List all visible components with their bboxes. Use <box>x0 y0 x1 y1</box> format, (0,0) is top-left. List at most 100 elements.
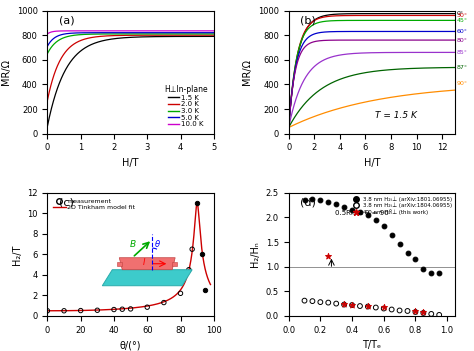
Point <box>340 302 348 307</box>
X-axis label: H/T: H/T <box>122 158 139 168</box>
Point <box>348 207 356 213</box>
3.0 K <box>207 32 213 36</box>
Point <box>127 306 135 312</box>
Point <box>411 308 419 314</box>
Text: 45°: 45° <box>457 18 468 23</box>
Point <box>396 242 403 247</box>
Point <box>348 302 356 308</box>
Text: T = 1.5 K: T = 1.5 K <box>375 111 417 120</box>
2.0 K <box>181 33 187 37</box>
Point <box>340 204 348 209</box>
Y-axis label: H₂/Hₙ: H₂/Hₙ <box>250 241 260 267</box>
Y-axis label: MR/Ω: MR/Ω <box>242 59 252 85</box>
Point <box>428 270 435 276</box>
Point <box>428 311 435 317</box>
5.0 K <box>181 31 187 35</box>
5.0 K <box>144 31 149 35</box>
2.0 K <box>207 33 213 37</box>
1.5 K <box>125 35 130 40</box>
Point <box>93 307 101 313</box>
Point <box>372 217 380 223</box>
Point <box>44 308 51 313</box>
3.0 K <box>124 32 129 36</box>
1.5 K <box>207 34 213 39</box>
Line: 2.0 K: 2.0 K <box>47 35 214 100</box>
3.0 K <box>125 32 130 36</box>
10.0 K <box>207 29 213 33</box>
Point <box>301 298 308 304</box>
Point <box>356 210 364 215</box>
5.0 K <box>125 31 130 35</box>
Text: 0°: 0° <box>457 11 464 16</box>
2.0 K <box>144 33 149 37</box>
5.0 K <box>124 31 129 35</box>
2.0 K <box>135 33 140 37</box>
X-axis label: T/Tₑ: T/Tₑ <box>362 340 382 350</box>
Text: 85°: 85° <box>457 50 467 55</box>
Point <box>177 291 184 296</box>
Text: 60°: 60° <box>457 29 467 34</box>
Point <box>348 302 356 308</box>
3.0 K <box>181 32 187 36</box>
1.5 K <box>135 35 140 39</box>
Point <box>411 257 419 262</box>
10.0 K <box>181 29 187 33</box>
Point <box>364 304 372 309</box>
Legend: 3.8 nm H₂ₜ⊥ (arXiv:1801.06955), 3.8 nm H₂ₜ⊥ (arXiv:1804.06955), 4.0 nm H₂ₜ⊥ (thi: 3.8 nm H₂ₜ⊥ (arXiv:1801.06955), 3.8 nm H… <box>350 196 452 215</box>
1.5 K <box>181 34 187 39</box>
Text: 0.5Rₙ at θ = 90°: 0.5Rₙ at θ = 90° <box>335 210 392 216</box>
5.0 K <box>135 31 140 35</box>
Point <box>77 308 84 313</box>
Point <box>317 299 324 305</box>
Text: 30°: 30° <box>457 13 468 18</box>
5.0 K <box>211 31 217 35</box>
10.0 K <box>124 29 129 33</box>
Point <box>325 300 332 305</box>
Text: (a): (a) <box>59 15 75 26</box>
Point <box>419 266 427 272</box>
Point <box>118 306 126 312</box>
2.0 K <box>45 98 50 102</box>
Point <box>380 306 388 311</box>
Point <box>404 250 411 256</box>
Text: (c): (c) <box>59 198 74 208</box>
Line: 10.0 K: 10.0 K <box>47 31 214 34</box>
10.0 K <box>144 29 149 33</box>
Point <box>388 232 395 237</box>
1.5 K <box>211 34 217 39</box>
Point <box>332 301 340 306</box>
Legend: 1.5 K, 2.0 K, 3.0 K, 5.0 K, 10.0 K: 1.5 K, 2.0 K, 3.0 K, 5.0 K, 10.0 K <box>161 82 210 130</box>
Point <box>309 298 316 304</box>
10.0 K <box>211 29 217 33</box>
3.0 K <box>45 52 50 56</box>
3.0 K <box>144 32 149 36</box>
2.0 K <box>124 33 129 38</box>
3.0 K <box>135 32 140 36</box>
Y-axis label: MR/Ω: MR/Ω <box>1 59 11 85</box>
Point <box>110 307 118 312</box>
2.0 K <box>125 33 130 38</box>
Point <box>144 304 151 310</box>
Text: (d): (d) <box>301 198 316 208</box>
10.0 K <box>179 29 185 33</box>
X-axis label: H/T: H/T <box>364 158 380 168</box>
Point <box>317 197 324 203</box>
5.0 K <box>207 31 213 35</box>
2.0 K <box>211 33 217 37</box>
10.0 K <box>45 32 50 36</box>
3.0 K <box>211 32 217 36</box>
Point <box>436 270 443 276</box>
Point <box>396 308 403 313</box>
Point <box>325 199 332 204</box>
Legend: measurement, 2D Tinkham model fit: measurement, 2D Tinkham model fit <box>51 196 138 213</box>
1.5 K <box>124 35 129 40</box>
5.0 K <box>45 44 50 48</box>
Y-axis label: H₂/T: H₂/T <box>12 244 22 265</box>
Point <box>198 252 206 257</box>
10.0 K <box>125 29 130 33</box>
Point <box>411 309 419 315</box>
X-axis label: θ/(°): θ/(°) <box>120 340 141 350</box>
Point <box>388 307 395 312</box>
Line: 1.5 K: 1.5 K <box>47 37 214 126</box>
Text: 87°: 87° <box>457 65 468 69</box>
